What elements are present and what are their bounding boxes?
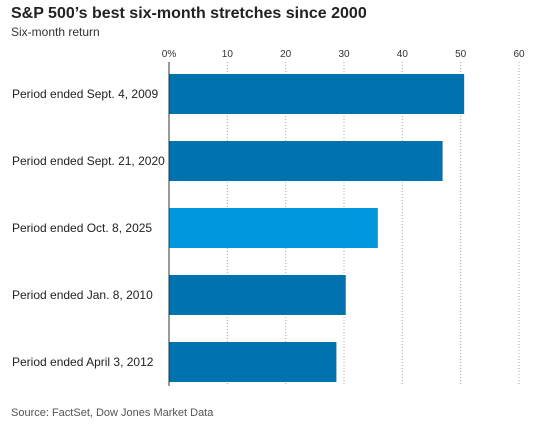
bar — [169, 74, 465, 114]
category-label: Period ended Oct. 8, 2025 — [12, 221, 152, 235]
bar — [169, 141, 443, 181]
x-tick-label: 0% — [162, 49, 177, 60]
x-tick-label: 40 — [397, 49, 409, 60]
category-labels: Period ended Sept. 4, 2009 Period ended S… — [12, 87, 165, 369]
source-note: Source: FactSet, Dow Jones Market Data — [11, 407, 214, 419]
category-label: Period ended Sept. 4, 2009 — [12, 87, 158, 101]
x-tick-label: 60 — [513, 49, 525, 60]
bar — [169, 275, 346, 315]
bar-chart: 0% 10 20 30 40 50 60 Period ended Sept. 4, 200… — [12, 49, 525, 386]
bar — [169, 342, 337, 382]
x-tick-label: 20 — [280, 49, 292, 60]
x-tick-label: 10 — [222, 49, 234, 60]
chart-title: S&P 500’s best six-month stretches since… — [11, 5, 367, 22]
category-label: Period ended Jan. 8, 2010 — [12, 288, 153, 302]
category-label: Period ended Sept. 21, 2020 — [12, 154, 165, 168]
bars — [169, 74, 465, 382]
x-tick-label: 30 — [338, 49, 350, 60]
chart-subtitle: Six-month return — [11, 25, 100, 39]
category-label: Period ended April 3, 2012 — [12, 355, 154, 369]
x-axis-ticks: 0% 10 20 30 40 50 60 — [162, 49, 525, 60]
x-tick-label: 50 — [455, 49, 467, 60]
bar — [169, 208, 378, 248]
